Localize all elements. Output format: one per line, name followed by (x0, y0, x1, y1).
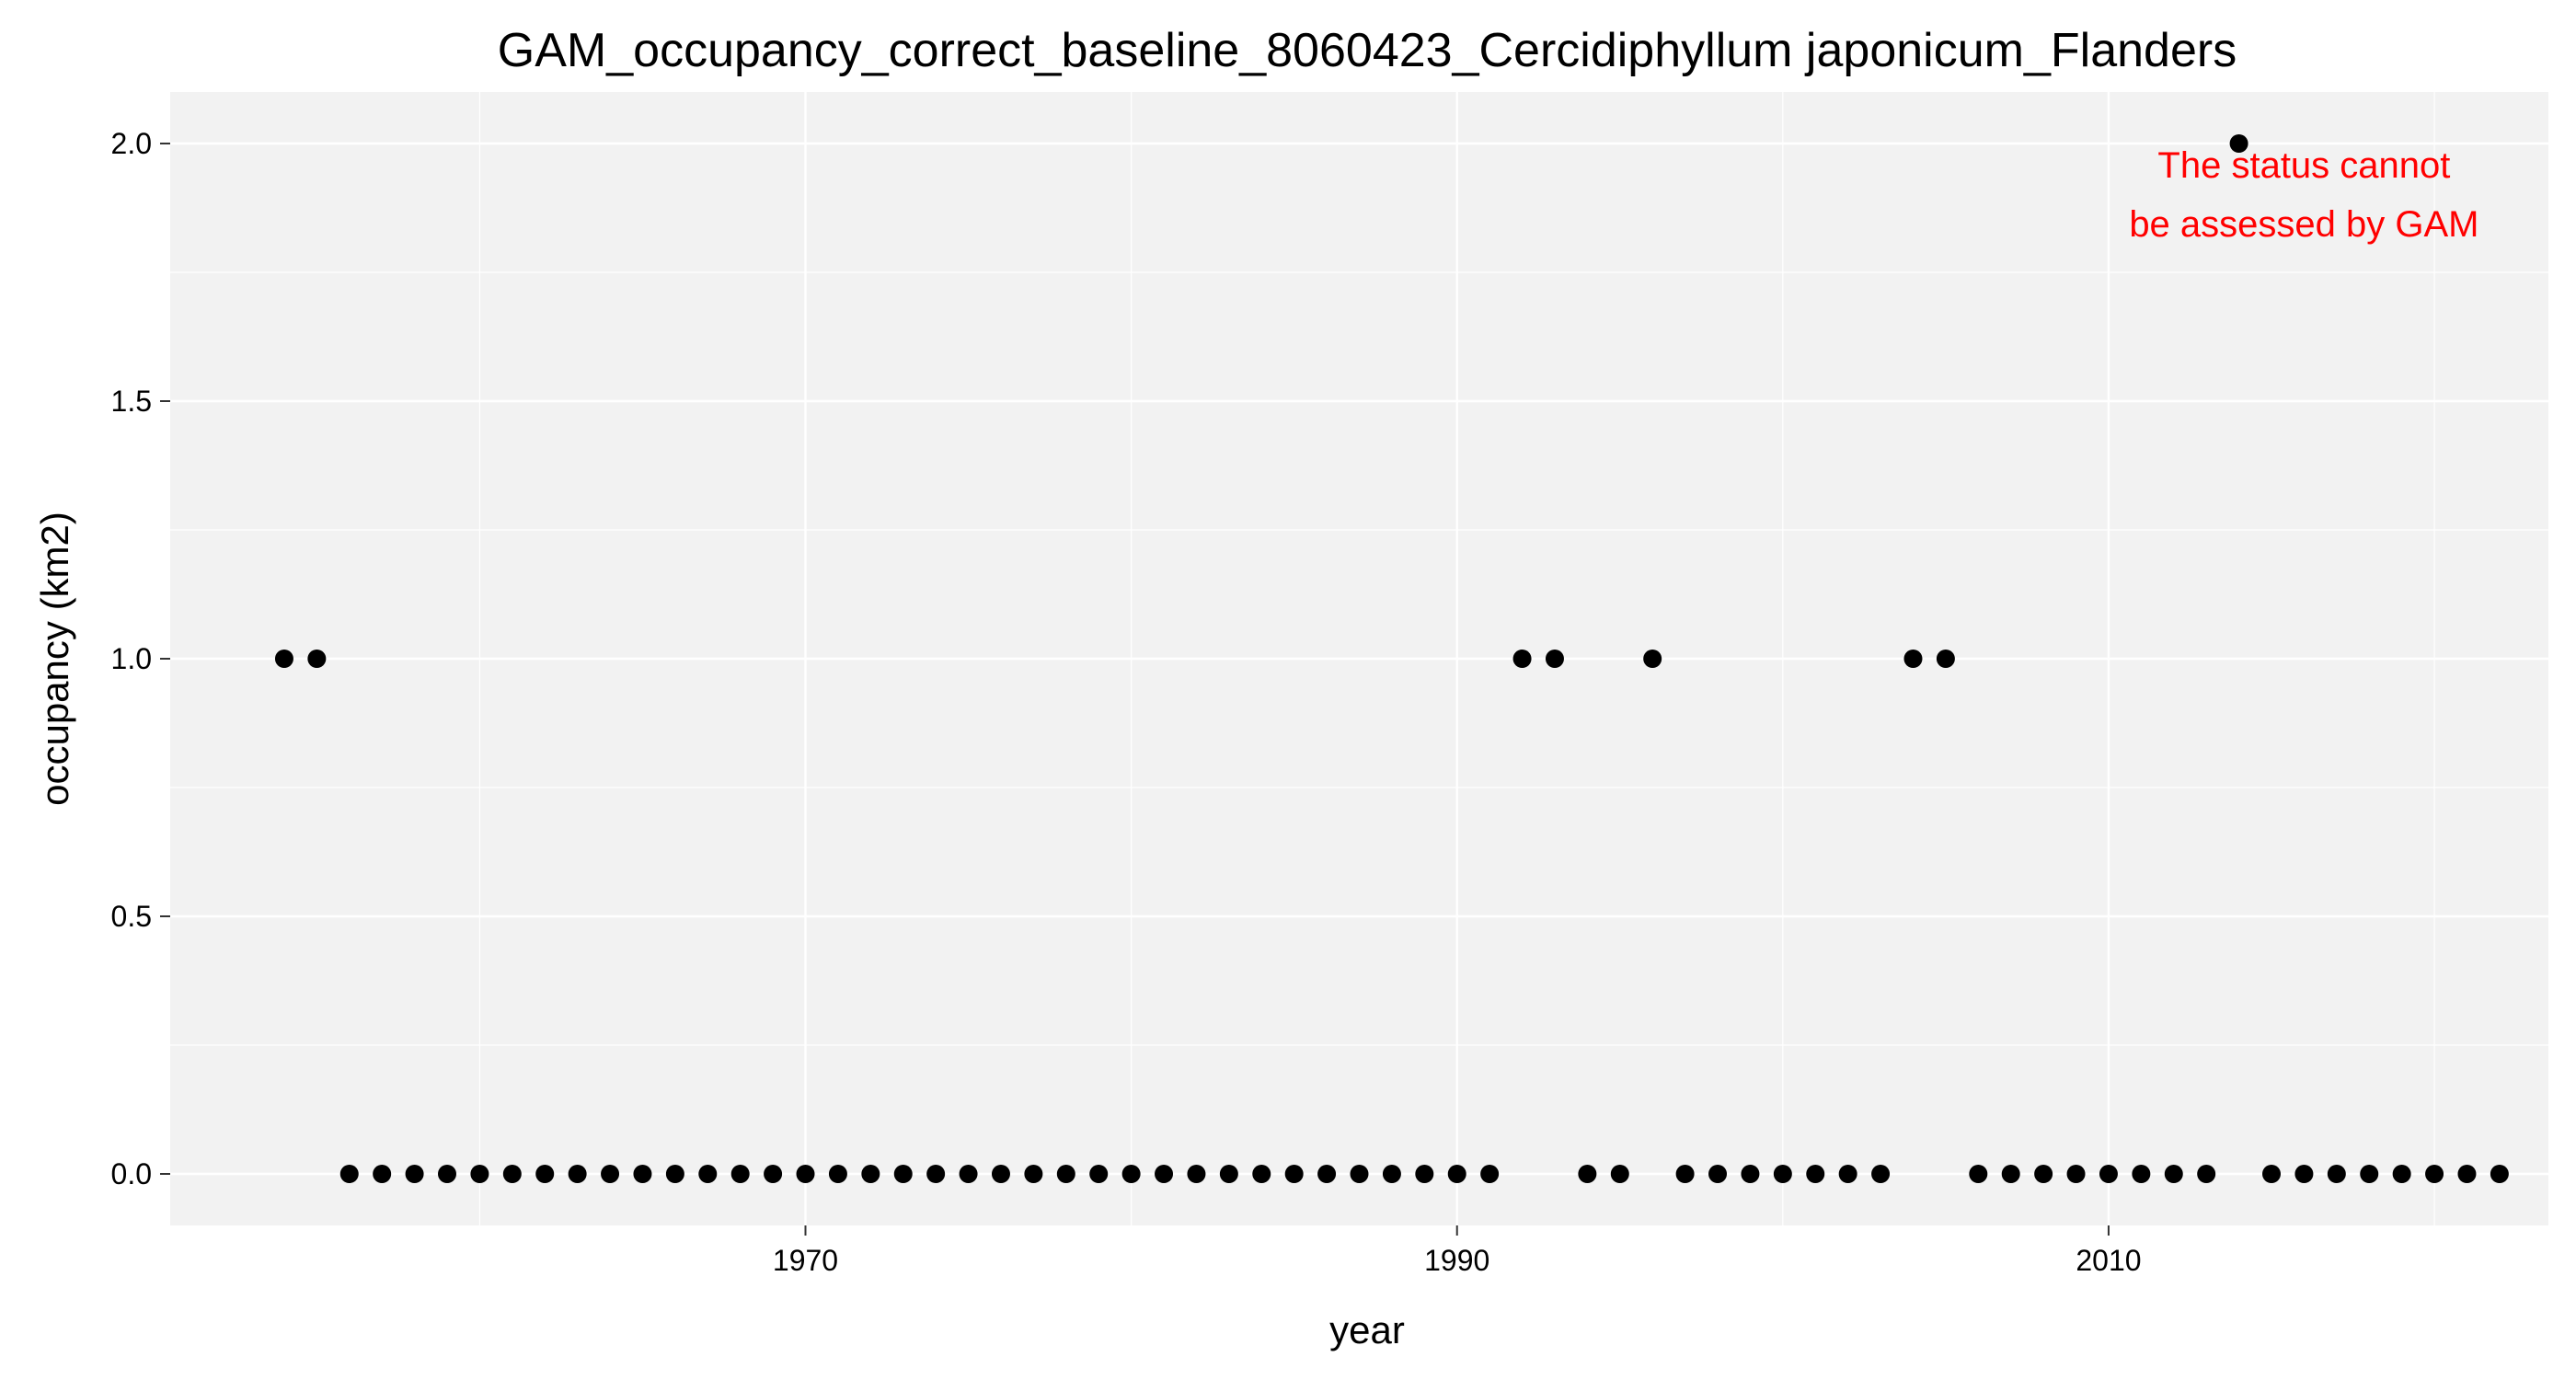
x-tick-label: 2010 (2076, 1244, 2141, 1277)
data-point (568, 1165, 587, 1183)
data-point (2066, 1165, 2086, 1183)
y-tick-label: 0.0 (111, 1157, 152, 1190)
data-point (1610, 1165, 1629, 1183)
data-point (991, 1165, 1010, 1183)
data-point (405, 1165, 424, 1183)
chart-title: GAM_occupancy_correct_baseline_8060423_C… (498, 24, 2237, 77)
data-point (926, 1165, 946, 1183)
data-point (1838, 1165, 1857, 1183)
data-point (2294, 1165, 2314, 1183)
x-axis-title: year (1329, 1308, 1405, 1351)
data-point (665, 1165, 684, 1183)
data-point (959, 1165, 978, 1183)
data-point (2132, 1165, 2151, 1183)
data-point (1480, 1165, 1500, 1183)
data-point (1219, 1165, 1238, 1183)
data-point (1155, 1165, 1174, 1183)
grid-major (170, 92, 2548, 1225)
data-point (1089, 1165, 1109, 1183)
data-point (1675, 1165, 1695, 1183)
data-point (764, 1165, 783, 1183)
data-points (274, 134, 2509, 1183)
x-tick-label: 1990 (1424, 1244, 1489, 1277)
data-point (1415, 1165, 1434, 1183)
y-tick-label: 2.0 (111, 127, 152, 160)
data-point (1447, 1165, 1466, 1183)
data-point (1643, 650, 1662, 668)
data-point (2034, 1165, 2053, 1183)
data-point (796, 1165, 815, 1183)
data-point (1741, 1165, 1760, 1183)
data-point (1806, 1165, 1825, 1183)
data-point (1578, 1165, 1597, 1183)
data-point (730, 1165, 750, 1183)
data-point (274, 650, 293, 668)
data-point (2197, 1165, 2216, 1183)
data-point (2099, 1165, 2118, 1183)
data-point (1871, 1165, 1891, 1183)
data-point (2262, 1165, 2282, 1183)
data-point (1773, 1165, 1792, 1183)
data-point (1317, 1165, 1337, 1183)
data-point (1121, 1165, 1141, 1183)
annotations: The status cannot be assessed by GAM (2129, 145, 2478, 245)
data-point (601, 1165, 620, 1183)
data-point (373, 1165, 392, 1183)
data-point (535, 1165, 555, 1183)
y-axis: 0.0 0.5 1.0 1.5 2.0 (111, 127, 170, 1190)
data-point (1284, 1165, 1304, 1183)
x-axis: 1970 1990 2010 (773, 1225, 2142, 1277)
data-point (893, 1165, 913, 1183)
data-point (633, 1165, 652, 1183)
y-tick-label: 0.5 (111, 900, 152, 933)
y-tick-label: 1.0 (111, 642, 152, 675)
data-point (307, 650, 327, 668)
data-point (2327, 1165, 2346, 1183)
data-point (1969, 1165, 1988, 1183)
data-point (1545, 650, 1564, 668)
data-point (2457, 1165, 2477, 1183)
x-tick-label: 1970 (773, 1244, 838, 1277)
data-point (1708, 1165, 1728, 1183)
data-point (1512, 650, 1532, 668)
data-point (1350, 1165, 1369, 1183)
data-point (437, 1165, 456, 1183)
annotation-text: be assessed by GAM (2129, 204, 2478, 245)
data-point (339, 1165, 359, 1183)
data-point (698, 1165, 718, 1183)
data-point (2425, 1165, 2444, 1183)
data-point (470, 1165, 489, 1183)
data-point (2229, 134, 2248, 153)
data-point (2392, 1165, 2411, 1183)
annotation-text: The status cannot (2157, 145, 2450, 186)
y-axis-title: occupancy (km2) (33, 512, 76, 806)
data-point (1056, 1165, 1075, 1183)
data-point (2360, 1165, 2379, 1183)
data-point (1382, 1165, 1401, 1183)
data-point (2164, 1165, 2183, 1183)
data-point (2001, 1165, 2020, 1183)
data-point (1187, 1165, 1206, 1183)
data-point (828, 1165, 847, 1183)
data-point (1024, 1165, 1043, 1183)
data-point (1903, 650, 1923, 668)
data-point (1252, 1165, 1271, 1183)
data-point (861, 1165, 880, 1183)
data-point (1936, 650, 1955, 668)
data-point (2490, 1165, 2509, 1183)
y-tick-label: 1.5 (111, 385, 152, 418)
data-point (502, 1165, 522, 1183)
